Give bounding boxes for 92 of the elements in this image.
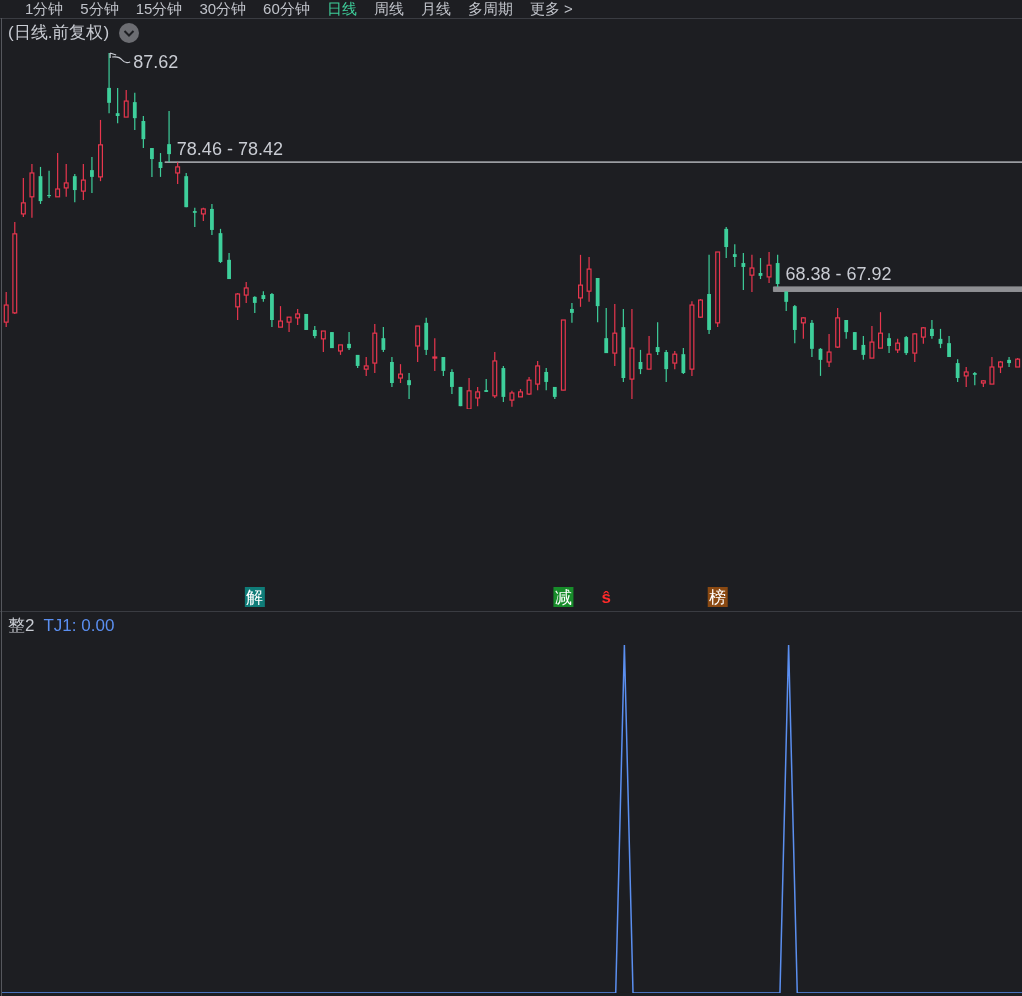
candlestick [861, 335, 866, 361]
candlestick [466, 377, 472, 409]
candlestick [826, 333, 832, 368]
candlestick [20, 177, 26, 218]
candlestick [72, 173, 77, 203]
candlestick [963, 366, 969, 388]
candlestick [227, 252, 231, 280]
candlestick [347, 331, 351, 351]
candlestick [90, 156, 94, 194]
chart-title: (日线.前复权) [8, 23, 110, 43]
text: 30分钟 [199, 0, 247, 17]
candlestick [775, 254, 780, 288]
band-label: 78.46 - 78.42 [176, 138, 283, 159]
candlestick [320, 330, 326, 353]
candlestick [150, 147, 154, 178]
candlestick [681, 347, 686, 375]
candlestick [132, 92, 137, 131]
candlestick [243, 281, 249, 304]
candlestick [612, 303, 618, 367]
text: 解 [246, 588, 264, 607]
candlestick [167, 110, 171, 163]
chart-title: 整2 [8, 616, 35, 635]
candlestick [878, 311, 883, 349]
candlestick [407, 372, 411, 400]
text: 日线 [326, 0, 357, 17]
candlestick [578, 254, 583, 308]
text: 60分钟 [263, 0, 310, 17]
candlestick [887, 332, 891, 354]
candlestick [286, 316, 292, 333]
candlestick [664, 349, 669, 383]
candlestick [390, 356, 394, 388]
candlestick [475, 386, 481, 407]
candlestick [441, 356, 446, 377]
text: : 0.00 [71, 616, 115, 636]
candlestick [535, 360, 541, 391]
candlestick [930, 319, 934, 340]
candlestick [869, 325, 875, 359]
candlestick [749, 254, 755, 293]
candlestick [80, 163, 86, 201]
candlestick [672, 350, 678, 370]
annotation: 87.62 [133, 52, 179, 72]
candlestick [741, 252, 746, 291]
text: TJ1 [43, 616, 72, 636]
candlestick [123, 89, 129, 118]
text: ŝ [601, 588, 612, 607]
text: 5分钟 [80, 0, 119, 17]
text: 更多 > [529, 0, 573, 17]
candlestick [210, 203, 214, 236]
candlestick [724, 226, 729, 259]
candlestick [141, 115, 146, 149]
candlestick [955, 358, 960, 383]
candlestick [63, 163, 69, 198]
candlestick [450, 368, 454, 395]
candlestick [912, 332, 918, 363]
candlestick [544, 367, 549, 391]
candlestick [904, 335, 909, 356]
candlestick [363, 356, 369, 377]
text: 多周期 [467, 0, 513, 17]
candlestick [398, 363, 403, 384]
candlestick [1007, 356, 1011, 368]
candlestick [381, 326, 386, 353]
candlestick [844, 319, 849, 340]
text: 15分钟 [135, 0, 183, 17]
candlestick [766, 251, 772, 284]
candlestick [175, 161, 181, 185]
candlestick [800, 316, 806, 340]
band-label: 68.38 - 67.92 [785, 263, 892, 284]
text: 1分钟 [25, 0, 64, 17]
candlestick [604, 307, 609, 354]
candlestick [3, 291, 9, 328]
candlestick [115, 87, 120, 124]
text: 周线 [373, 0, 404, 17]
candlestick [432, 337, 438, 372]
candlestick [655, 321, 660, 356]
candlestick [29, 163, 35, 219]
candlestick [235, 292, 241, 321]
text: 月线 [420, 0, 451, 17]
candlestick [415, 325, 421, 363]
text: 榜 [709, 588, 727, 607]
candlestick [989, 356, 995, 385]
candlestick [646, 335, 652, 370]
candlestick [55, 152, 61, 198]
text: 减 [554, 588, 572, 607]
candlestick [586, 256, 592, 303]
candlestick [732, 243, 737, 268]
candlestick [107, 53, 111, 114]
candlestick [570, 302, 574, 324]
candlestick [792, 304, 797, 344]
candlestick [278, 305, 283, 328]
candlestick [192, 207, 197, 228]
candlestick [47, 170, 51, 199]
candlestick [698, 298, 703, 319]
